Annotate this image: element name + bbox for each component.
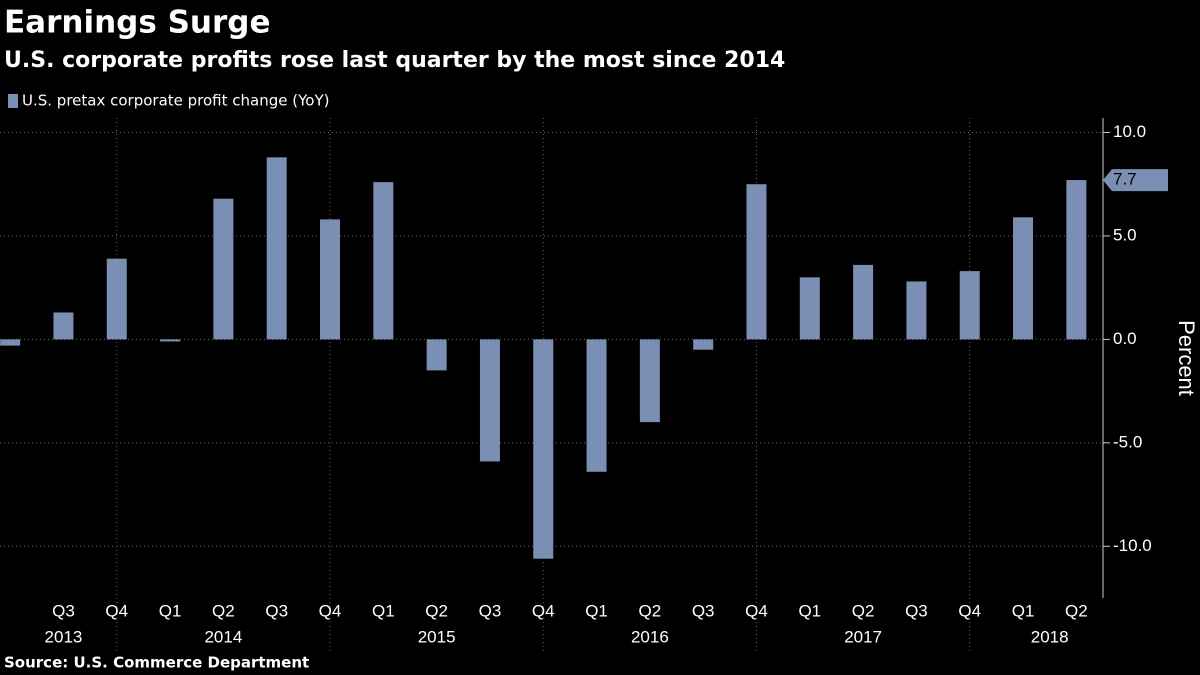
y-tick-label: -10.0: [1113, 536, 1152, 555]
x-tick-label: Q4: [745, 601, 768, 620]
bar: [533, 339, 554, 559]
x-group-label: 2014: [204, 627, 242, 646]
x-tick-label: Q3: [692, 601, 715, 620]
x-group-label: 2015: [418, 627, 456, 646]
x-tick-label: Q4: [958, 601, 981, 620]
x-group-label: 2018: [1031, 627, 1069, 646]
x-tick-label: Q4: [105, 601, 128, 620]
x-group-label: 2017: [844, 627, 882, 646]
bar: [1013, 217, 1034, 340]
legend-swatch: [8, 94, 18, 108]
x-group-label: 2013: [45, 627, 83, 646]
x-tick-label: Q1: [372, 601, 395, 620]
x-tick-label: Q2: [212, 601, 235, 620]
y-tick-label: 0.0: [1113, 329, 1137, 348]
x-tick-label: Q1: [1012, 601, 1035, 620]
legend-label: U.S. pretax corporate profit change (YoY…: [22, 92, 329, 110]
y-tick-label: 10.0: [1113, 122, 1146, 141]
bar: [106, 258, 127, 340]
x-tick-label: Q3: [905, 601, 928, 620]
y-tick-label: -5.0: [1113, 432, 1142, 451]
y-tick-label: 5.0: [1113, 225, 1137, 244]
x-tick-label: Q4: [319, 601, 342, 620]
x-tick-label: Q1: [159, 601, 182, 620]
bar: [0, 339, 21, 346]
bar: [959, 271, 980, 340]
x-tick-label: Q2: [425, 601, 448, 620]
bar: [266, 157, 287, 340]
bar: [746, 184, 767, 340]
x-tick-label: Q3: [265, 601, 288, 620]
bar: [426, 339, 447, 371]
bar: [586, 339, 607, 472]
x-tick-label: Q3: [52, 601, 75, 620]
value-callout: [1103, 169, 1168, 192]
x-tick-label: Q2: [639, 601, 662, 620]
x-tick-label: Q2: [1065, 601, 1088, 620]
bar: [799, 277, 820, 340]
bar: [639, 339, 660, 423]
x-group-label: 2016: [631, 627, 669, 646]
x-tick-label: Q3: [479, 601, 502, 620]
bar: [1066, 180, 1087, 340]
bar: [213, 198, 234, 340]
x-tick-label: Q1: [798, 601, 821, 620]
bar: [693, 339, 714, 350]
x-tick-label: Q1: [585, 601, 608, 620]
bar: [320, 219, 341, 340]
bar: [160, 339, 181, 342]
bar: [853, 264, 874, 340]
x-tick-label: Q2: [852, 601, 875, 620]
bar: [479, 339, 500, 462]
y-axis-label: Percent: [1174, 320, 1199, 396]
chart-title: Earnings Surge: [4, 5, 270, 41]
source: Source: U.S. Commerce Department: [4, 654, 309, 672]
value-label: 7.7: [1113, 170, 1137, 189]
chart-subtitle: U.S. corporate profits rose last quarter…: [4, 48, 785, 73]
bar: [53, 312, 74, 340]
bar: [906, 281, 927, 340]
bar: [373, 182, 394, 340]
x-tick-label: Q4: [532, 601, 555, 620]
